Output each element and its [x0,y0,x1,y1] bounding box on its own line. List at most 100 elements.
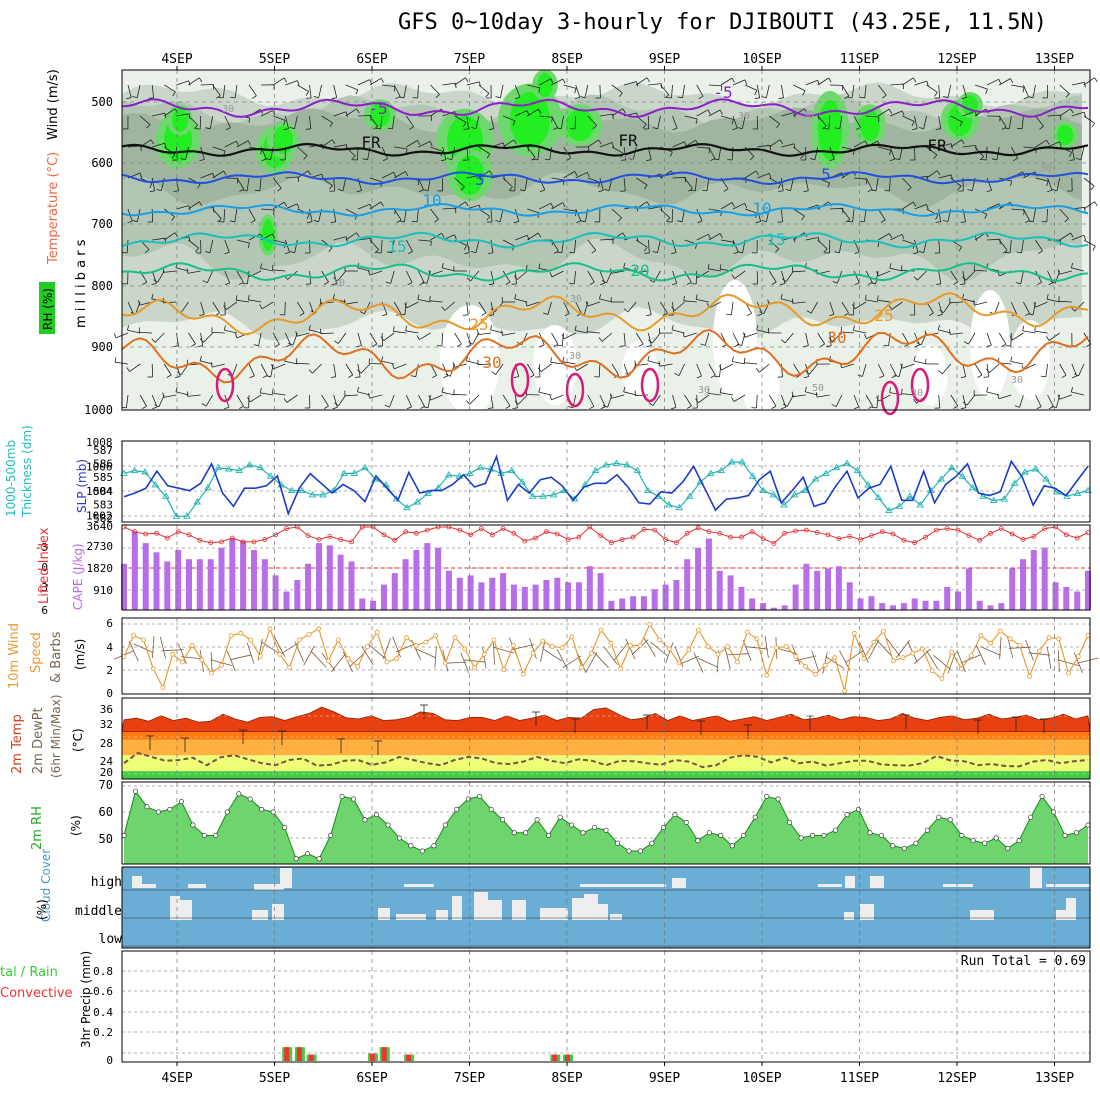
wind-barb [839,239,843,253]
wind-speed-marker [218,662,224,668]
wind-barb-flag [242,189,248,192]
temp-tick-label: 24 [100,755,114,768]
precip-tick-label: 0.8 [93,965,113,978]
wind-barb-flag [514,293,517,300]
wind-speed-line [123,623,1089,691]
thickness-marker [371,475,380,482]
wind-barb [810,301,819,314]
wind-barb-flag [303,155,308,160]
wind-speed-marker [472,665,477,670]
rh2-marker [959,832,965,838]
wind-barb [611,363,620,376]
rh2-marker [408,843,414,849]
wind-barb [1035,115,1044,127]
wind-tick-label: 4 [106,641,113,654]
wind-barb-10m [226,650,236,671]
wind-barb-flag [331,139,336,145]
rh2-marker [305,851,311,857]
wind-barb-flag [138,300,140,306]
li-marker [706,529,712,535]
wind-barb [539,202,552,210]
thickness-tick-label: 586 [93,458,113,471]
wind-barb [224,140,237,148]
li-line [123,526,1089,544]
wind-barb-flag [876,396,880,402]
wind-barb [393,301,402,314]
wind-barb [357,203,371,210]
wind-barb-flag [199,355,202,361]
thickness-marker [874,493,883,501]
li-marker [760,536,766,542]
wind-barb-flag [380,336,385,341]
wind-barb [1071,81,1085,86]
li-marker [879,529,885,535]
wind-speed-marker [384,659,390,665]
rh2-marker [1074,830,1080,836]
wind-barb-flag [441,159,447,162]
wind-label-2: Speed [29,632,44,673]
thickness-marker [204,483,212,491]
wind-barb-flag [470,127,477,130]
wind-speed-marker [228,633,234,638]
wind-barb [949,332,963,335]
wind-barb-flag [271,364,274,370]
wind-barb-10m [960,654,982,664]
wind-barb [756,84,761,98]
wind-barb-flag [1010,78,1014,84]
wind-speed-marker [627,643,633,648]
wind-barb-flag [669,151,673,157]
wind-barb-flag [113,333,117,339]
wind-barb-flag [305,91,310,96]
wind-barb-flag [658,361,661,367]
wind-speed-marker [1075,654,1081,659]
cape-bar [305,563,312,610]
wind-barb-10m [593,651,609,669]
thickness-marker [162,492,170,499]
wind-barb-10m [444,661,467,664]
wind-barb-flag [743,357,746,363]
wind-barb [403,84,407,98]
rh2-tick-label: 70 [99,778,113,792]
wind-barb [962,270,966,284]
wind-barb-flag [936,170,941,176]
wind-barb [284,239,290,253]
wind-barb [998,394,1012,400]
x-tick-label-bottom: 9SEP [649,1071,680,1086]
wind-barb-flag [913,276,918,281]
wind-barb [152,142,165,148]
rh-dry-pocket [740,345,780,415]
wind-barb-flag [149,183,153,189]
rh2-marker [844,812,850,818]
wind-barb-flag [407,282,413,286]
wind-barb-flag [435,94,440,98]
wind-barb-flag [744,203,748,209]
wind-barb-flag [732,127,738,131]
wind-barb [682,84,685,98]
wind-barb-flag [776,123,781,128]
wind-barb [333,111,347,117]
wind-barb-flag [878,116,880,122]
wind-speed-marker [335,637,341,643]
rh2-marker [1016,838,1022,844]
x-tick-label-top: 10SEP [742,52,781,67]
cape-bar [283,591,290,610]
cape-bar [1074,591,1081,610]
thickness-marker [602,461,610,468]
temperature-contour [121,231,1089,249]
wind-barb [188,332,196,345]
wind-barb [333,177,336,192]
thickness-tick-label: 583 [93,498,113,511]
wind-barb [696,84,704,97]
wind-barb [444,301,455,311]
wind-barb-flag [224,251,230,255]
wind-barb-flag [466,400,470,405]
wind-barb-flag [1069,159,1075,161]
wind-barb [841,363,855,369]
wind-barb-flag [913,252,919,255]
wind-barb-flag [337,189,344,192]
wind-barb [286,394,298,403]
wind-barb [212,170,224,179]
wind-barb-flag [345,111,348,117]
wind-barb [369,332,378,345]
wind-barb [248,84,257,96]
